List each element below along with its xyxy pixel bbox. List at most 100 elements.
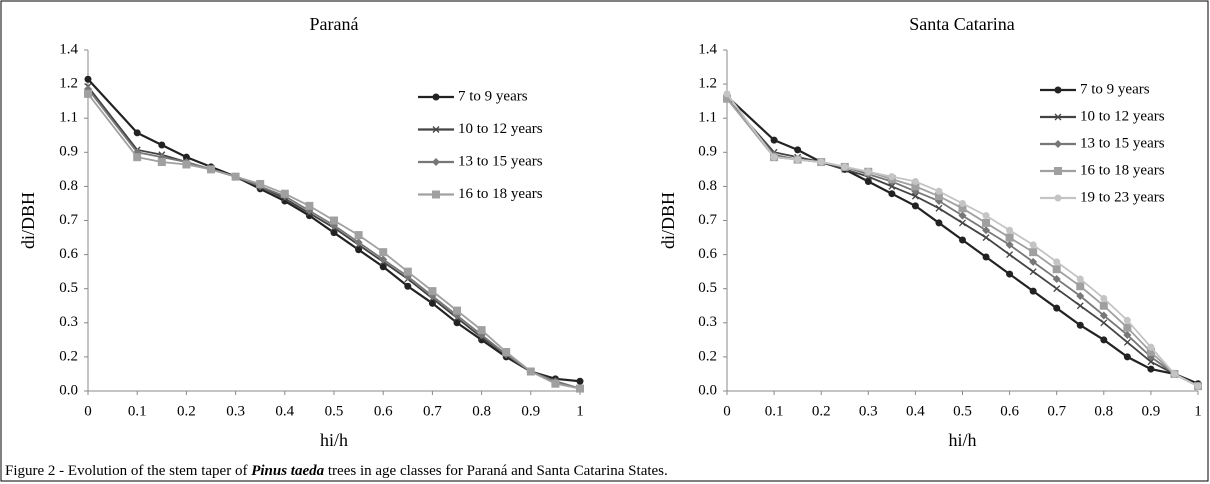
marker [1053, 304, 1061, 312]
marker [256, 179, 265, 188]
marker [959, 219, 966, 227]
x-tick-label: 0 [723, 403, 731, 419]
marker [1194, 382, 1202, 390]
y-axis-label: di/DBH [658, 192, 678, 249]
marker [551, 379, 560, 388]
marker [1099, 301, 1108, 310]
marker [526, 367, 535, 376]
marker [428, 287, 437, 296]
y-tick-label: 0.2 [698, 348, 717, 364]
marker [502, 348, 511, 357]
marker [1054, 86, 1062, 94]
marker [864, 168, 872, 176]
chart-title: Paraná [310, 14, 359, 34]
caption-text: Figure 2 - Evolution of the stem taper o… [5, 463, 251, 479]
marker [817, 158, 825, 166]
marker [935, 204, 943, 212]
y-tick-label: 0.6 [59, 246, 78, 262]
marker [432, 158, 440, 166]
marker [1054, 194, 1062, 202]
series-line [726, 93, 1199, 387]
x-tick-label: 0.3 [859, 403, 878, 419]
y-tick-label: 1.1 [59, 110, 78, 126]
marker [888, 173, 896, 181]
marker [1053, 285, 1061, 293]
marker [330, 229, 338, 237]
marker [935, 219, 943, 227]
x-tick-label: 0.4 [906, 403, 925, 419]
marker [794, 146, 802, 154]
marker [1006, 270, 1014, 278]
y-tick-label: 1.2 [698, 76, 717, 92]
y-tick-label: 0.8 [59, 178, 78, 194]
marker [1100, 336, 1108, 344]
x-tick-label: 0.1 [128, 403, 147, 419]
x-tick-label: 0.9 [521, 403, 540, 419]
y-tick-label: 0.7 [59, 212, 78, 228]
marker [723, 94, 731, 103]
legend-label: 19 to 23 years [1080, 189, 1165, 205]
caption-text: trees in age classes for Paraná and Sant… [324, 463, 668, 479]
marker [1053, 258, 1061, 266]
x-tick-label: 0.8 [1094, 403, 1113, 419]
y-tick-label: 0.3 [698, 314, 717, 330]
marker [330, 216, 338, 225]
marker [1123, 338, 1131, 346]
marker [133, 153, 142, 162]
marker [84, 89, 92, 98]
marker [280, 189, 289, 198]
marker [432, 93, 440, 101]
legend-label: 13 to 15 years [1080, 135, 1165, 151]
marker [354, 231, 363, 240]
marker [1076, 292, 1085, 301]
marker [1146, 348, 1155, 357]
marker [723, 90, 731, 98]
marker [1123, 323, 1132, 332]
marker [379, 248, 388, 257]
marker [428, 299, 436, 307]
x-tick-label: 0.5 [325, 403, 344, 419]
marker [770, 136, 778, 144]
marker [1005, 233, 1014, 242]
marker [982, 226, 991, 235]
marker [982, 253, 990, 261]
marker [403, 267, 412, 276]
x-tick-label: 1 [576, 403, 584, 419]
marker [911, 202, 919, 210]
marker [888, 190, 896, 198]
marker [84, 75, 92, 83]
marker [1052, 274, 1061, 283]
marker [794, 156, 802, 164]
y-tick-label: 1.2 [59, 76, 78, 92]
marker [1029, 257, 1038, 266]
marker [576, 384, 584, 393]
marker [911, 178, 919, 186]
y-tick-label: 0.9 [698, 144, 717, 160]
marker [1029, 241, 1037, 249]
marker [432, 190, 440, 199]
marker [207, 165, 215, 174]
marker [1005, 240, 1014, 249]
marker [841, 163, 849, 171]
caption: Figure 2 - Evolution of the stem taper o… [5, 463, 668, 479]
marker [934, 192, 943, 201]
x-tick-label: 0.8 [472, 403, 491, 419]
x-tick-label: 0.2 [812, 403, 831, 419]
marker [1029, 287, 1037, 295]
x-tick-label: 0 [84, 403, 92, 419]
series-line [87, 78, 581, 383]
legend-label: 7 to 9 years [1080, 81, 1150, 97]
marker [982, 218, 991, 227]
marker [305, 201, 314, 210]
marker [911, 192, 919, 200]
y-tick-label: 0.2 [59, 348, 78, 364]
marker [1170, 370, 1178, 378]
y-tick-label: 0.5 [698, 280, 717, 296]
x-axis-label: hi/h [320, 430, 348, 450]
x-tick-label: 0.9 [1142, 403, 1161, 419]
legend-label: 13 to 15 years [458, 153, 543, 169]
marker [1123, 330, 1132, 339]
legend-label: 7 to 9 years [458, 88, 528, 104]
